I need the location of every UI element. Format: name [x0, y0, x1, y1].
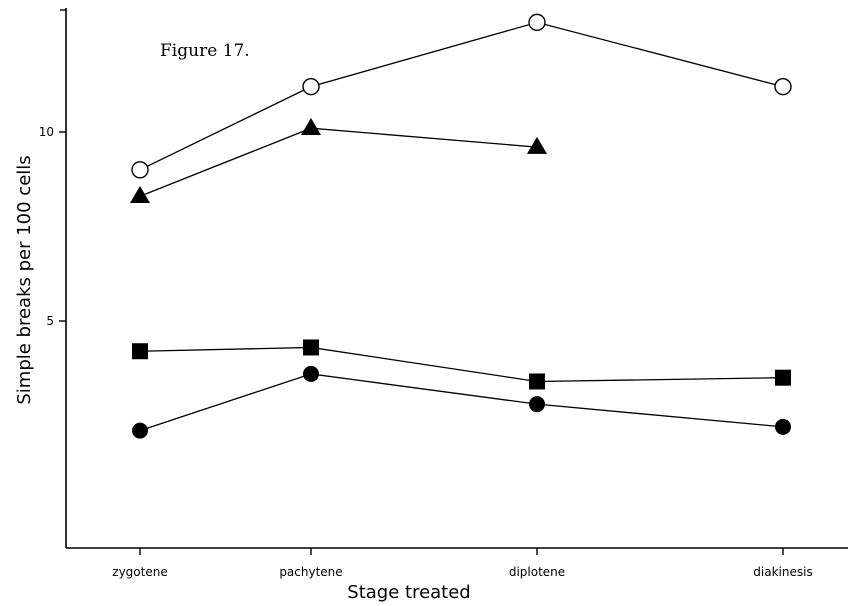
series-line-filled-triangle: [139, 127, 538, 197]
point-filled-circle-pachytene: [303, 365, 319, 382]
series-line-filled-square: [139, 346, 784, 383]
series-group: [130, 13, 792, 439]
x-axis-title: Stage treated: [347, 582, 470, 603]
point-open-circle-diakinesis: [774, 77, 792, 96]
x-tick-label-diplotene: diplotene: [509, 565, 565, 579]
figure-label: Figure 17.: [160, 41, 250, 61]
y-axis-title: Simple breaks per 100 cells: [14, 155, 35, 404]
point-filled-square-pachytene: [303, 339, 319, 356]
point-open-circle-pachytene: [302, 77, 320, 96]
series-open-circle: [131, 13, 792, 179]
x-ticks: zygotene pachytene diplotene diakinesis: [112, 548, 813, 579]
point-filled-circle-diplotene: [529, 396, 545, 413]
point-filled-square-diplotene: [529, 373, 545, 390]
point-open-circle-diplotene: [528, 13, 546, 32]
x-tick-label-pachytene: pachytene: [279, 565, 342, 579]
y-tick-label-5: 5: [46, 314, 54, 328]
x-tick-label-zygotene: zygotene: [112, 565, 167, 579]
point-filled-triangle-diplotene: [527, 136, 547, 154]
point-filled-square-diakinesis: [775, 369, 791, 386]
point-filled-circle-zygotene: [132, 422, 148, 439]
y-ticks: 5 10: [39, 9, 66, 328]
y-tick-label-10: 10: [39, 125, 54, 139]
series-filled-triangle: [130, 118, 547, 204]
series-line-open-circle: [139, 21, 784, 171]
axes: [65, 8, 848, 549]
series-filled-circle: [132, 365, 791, 439]
point-filled-square-zygotene: [132, 343, 148, 360]
point-filled-triangle-zygotene: [130, 186, 150, 204]
point-filled-triangle-pachytene: [301, 118, 321, 136]
point-filled-circle-diakinesis: [775, 418, 791, 435]
x-tick-label-diakinesis: diakinesis: [753, 565, 812, 579]
series-line-filled-circle: [139, 373, 784, 432]
series-filled-square: [132, 339, 791, 390]
point-open-circle-zygotene: [131, 161, 149, 179]
